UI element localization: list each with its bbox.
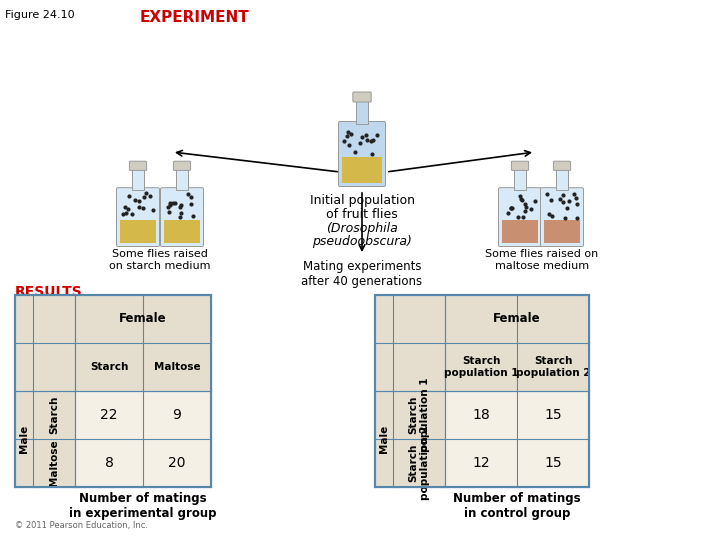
Text: Male: Male	[379, 425, 389, 453]
Bar	[15, 295, 211, 487]
Bar	[544, 220, 580, 243]
Text: 22: 22	[100, 408, 118, 422]
FancyBboxPatch shape	[174, 161, 191, 171]
Bar	[75, 295, 211, 343]
FancyBboxPatch shape	[338, 122, 385, 186]
Text: Starch
population 1: Starch population 1	[408, 378, 430, 453]
Bar	[375, 391, 445, 487]
Text: 15: 15	[544, 408, 562, 422]
FancyBboxPatch shape	[176, 170, 188, 190]
Text: 9: 9	[173, 408, 181, 422]
Text: Number of matings
in experimental group: Number of matings in experimental group	[69, 492, 217, 520]
Text: © 2011 Pearson Education, Inc.: © 2011 Pearson Education, Inc.	[15, 521, 148, 530]
Bar	[164, 220, 200, 243]
FancyBboxPatch shape	[511, 161, 528, 171]
Text: Male: Male	[19, 425, 29, 453]
Bar	[375, 295, 589, 487]
Text: EXPERIMENT: EXPERIMENT	[140, 10, 250, 25]
Bar	[15, 391, 75, 487]
FancyBboxPatch shape	[554, 161, 571, 171]
FancyBboxPatch shape	[356, 101, 368, 124]
Text: Female: Female	[120, 313, 167, 326]
FancyBboxPatch shape	[541, 188, 583, 246]
FancyBboxPatch shape	[117, 188, 160, 246]
Bar	[375, 295, 589, 487]
Text: 20: 20	[168, 456, 186, 470]
FancyBboxPatch shape	[557, 170, 567, 190]
Text: Starch: Starch	[90, 362, 128, 372]
Bar	[120, 220, 156, 243]
Text: Some flies raised on
maltose medium: Some flies raised on maltose medium	[485, 249, 598, 271]
Text: 12: 12	[472, 456, 490, 470]
Text: Some flies raised
on starch medium: Some flies raised on starch medium	[109, 249, 211, 271]
Text: 8: 8	[104, 456, 114, 470]
Text: 18: 18	[472, 408, 490, 422]
Text: Starch
population 1: Starch population 1	[444, 356, 518, 378]
Text: Figure 24.10: Figure 24.10	[5, 10, 75, 20]
Bar	[342, 157, 382, 183]
Text: Female: Female	[493, 313, 541, 326]
FancyBboxPatch shape	[498, 188, 541, 246]
Text: Initial population: Initial population	[310, 194, 415, 207]
Text: pseudoobscura): pseudoobscura)	[312, 235, 412, 248]
Text: of fruit flies: of fruit flies	[326, 208, 398, 221]
Bar	[445, 295, 589, 343]
Bar	[15, 295, 211, 487]
Text: Maltose: Maltose	[153, 362, 200, 372]
Bar	[75, 343, 211, 391]
Text: (Drosophila: (Drosophila	[326, 222, 398, 235]
Text: Maltose: Maltose	[49, 440, 59, 487]
Text: RESULTS: RESULTS	[15, 285, 83, 299]
Text: 15: 15	[544, 456, 562, 470]
Bar	[445, 343, 589, 391]
FancyBboxPatch shape	[353, 92, 372, 102]
Text: Starch: Starch	[49, 396, 59, 434]
Bar	[502, 220, 538, 243]
Text: Mating experiments
after 40 generations: Mating experiments after 40 generations	[302, 260, 423, 288]
FancyBboxPatch shape	[132, 170, 143, 190]
Text: Starch
population 2: Starch population 2	[408, 426, 430, 500]
FancyBboxPatch shape	[514, 170, 526, 190]
FancyBboxPatch shape	[161, 188, 204, 246]
Bar	[15, 295, 75, 391]
Bar	[375, 295, 445, 391]
Text: Starch
population 2: Starch population 2	[516, 356, 590, 378]
Text: Number of matings
in control group: Number of matings in control group	[453, 492, 581, 520]
FancyBboxPatch shape	[130, 161, 147, 171]
